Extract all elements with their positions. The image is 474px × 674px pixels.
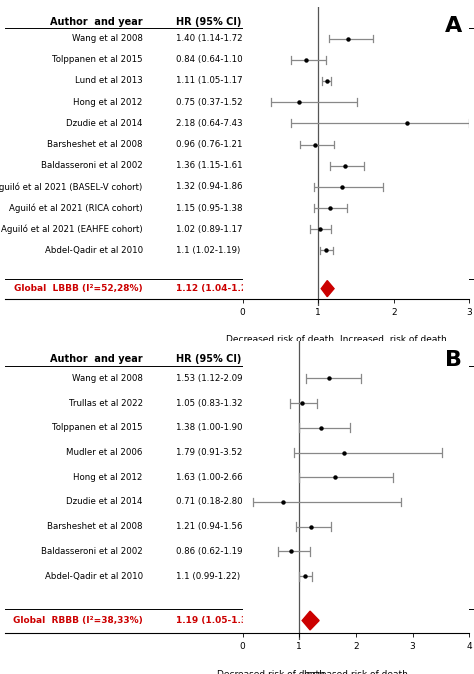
Text: Aguiló et al 2021 (BASEL-V cohort): Aguiló et al 2021 (BASEL-V cohort)	[0, 182, 143, 191]
Text: Dzudie et al 2014: Dzudie et al 2014	[66, 119, 143, 128]
Text: HR (95% CI): HR (95% CI)	[176, 354, 241, 364]
Text: 1.63 (1.00-2.66): 1.63 (1.00-2.66)	[176, 472, 246, 482]
Text: HR (95% CI): HR (95% CI)	[176, 17, 241, 26]
Text: 1.1 (0.99-1.22): 1.1 (0.99-1.22)	[176, 572, 240, 580]
Text: 0.75 (0.37-1.52): 0.75 (0.37-1.52)	[176, 98, 246, 106]
Text: A: A	[445, 16, 463, 36]
Text: Hong et al 2012: Hong et al 2012	[73, 472, 143, 482]
Text: 0.86 (0.62-1.19): 0.86 (0.62-1.19)	[176, 547, 246, 556]
Text: Tolppanen et al 2015: Tolppanen et al 2015	[52, 423, 143, 433]
Polygon shape	[321, 280, 334, 297]
Text: Lund et al 2013: Lund et al 2013	[75, 76, 143, 86]
Text: 1.11 (1.05-1.17): 1.11 (1.05-1.17)	[176, 76, 246, 86]
Polygon shape	[302, 611, 319, 630]
Text: Author  and year: Author and year	[50, 354, 143, 364]
Text: Wang et al 2008: Wang et al 2008	[72, 374, 143, 383]
Text: Decreased risk of death: Decreased risk of death	[217, 670, 325, 674]
Text: 1.40 (1.14-1.72): 1.40 (1.14-1.72)	[176, 34, 246, 43]
Text: Abdel-Qadir et al 2010: Abdel-Qadir et al 2010	[45, 572, 143, 580]
Text: Mudler et al 2006: Mudler et al 2006	[66, 448, 143, 457]
Text: Aguiló et al 2021 (EAHFE cohort): Aguiló et al 2021 (EAHFE cohort)	[1, 224, 143, 234]
Text: Increased risk of death: Increased risk of death	[304, 670, 408, 674]
Text: 0.84 (0.64-1.10): 0.84 (0.64-1.10)	[176, 55, 246, 64]
Text: Dzudie et al 2014: Dzudie et al 2014	[66, 497, 143, 506]
Text: Barsheshet et al 2008: Barsheshet et al 2008	[47, 522, 143, 531]
Text: B: B	[446, 350, 463, 371]
Text: Baldasseroni et al 2002: Baldasseroni et al 2002	[41, 547, 143, 556]
Text: 1.32 (0.94-1.86): 1.32 (0.94-1.86)	[176, 183, 246, 191]
Text: 0.71 (0.18-2.80): 0.71 (0.18-2.80)	[176, 497, 246, 506]
Text: Decreased risk of death: Decreased risk of death	[227, 336, 335, 344]
Text: Wang et al 2008: Wang et al 2008	[72, 34, 143, 43]
Text: Barsheshet et al 2008: Barsheshet et al 2008	[47, 140, 143, 149]
Text: Aguiló et al 2021 (RICA cohort): Aguiló et al 2021 (RICA cohort)	[9, 204, 143, 213]
Text: 1.53 (1.12-2.09): 1.53 (1.12-2.09)	[176, 374, 246, 383]
Text: 1.05 (0.83-1.32): 1.05 (0.83-1.32)	[176, 399, 246, 408]
Text: 1.12 (1.04-1.21): 1.12 (1.04-1.21)	[176, 284, 257, 293]
Text: Increased  risk of death: Increased risk of death	[340, 336, 447, 344]
Text: Hong et al 2012: Hong et al 2012	[73, 98, 143, 106]
Text: 1.1 (1.02-1.19): 1.1 (1.02-1.19)	[176, 246, 240, 255]
Text: 1.36 (1.15-1.61): 1.36 (1.15-1.61)	[176, 161, 246, 171]
Text: 1.15 (0.95-1.38): 1.15 (0.95-1.38)	[176, 204, 246, 212]
Text: 2.18 (0.64-7.43): 2.18 (0.64-7.43)	[176, 119, 246, 128]
Text: 1.38 (1.00-1.90): 1.38 (1.00-1.90)	[176, 423, 246, 433]
Text: 1.21 (0.94-1.56): 1.21 (0.94-1.56)	[176, 522, 246, 531]
Text: Abdel-Qadir et al 2010: Abdel-Qadir et al 2010	[45, 246, 143, 255]
Text: Global  RBBB (I²=38,33%): Global RBBB (I²=38,33%)	[13, 616, 143, 625]
Text: Global  LBBB (I²=52,28%): Global LBBB (I²=52,28%)	[14, 284, 143, 293]
Text: Trullas et al 2022: Trullas et al 2022	[69, 399, 143, 408]
Text: 0.96 (0.76-1.21): 0.96 (0.76-1.21)	[176, 140, 246, 149]
Text: Author  and year: Author and year	[50, 17, 143, 26]
Text: Tolppanen et al 2015: Tolppanen et al 2015	[52, 55, 143, 64]
Text: Baldasseroni et al 2002: Baldasseroni et al 2002	[41, 161, 143, 171]
Text: 1.02 (0.89-1.17): 1.02 (0.89-1.17)	[176, 225, 246, 234]
Text: 1.19 (1.05-1.35): 1.19 (1.05-1.35)	[176, 616, 257, 625]
Text: 1.79 (0.91-3.52): 1.79 (0.91-3.52)	[176, 448, 246, 457]
